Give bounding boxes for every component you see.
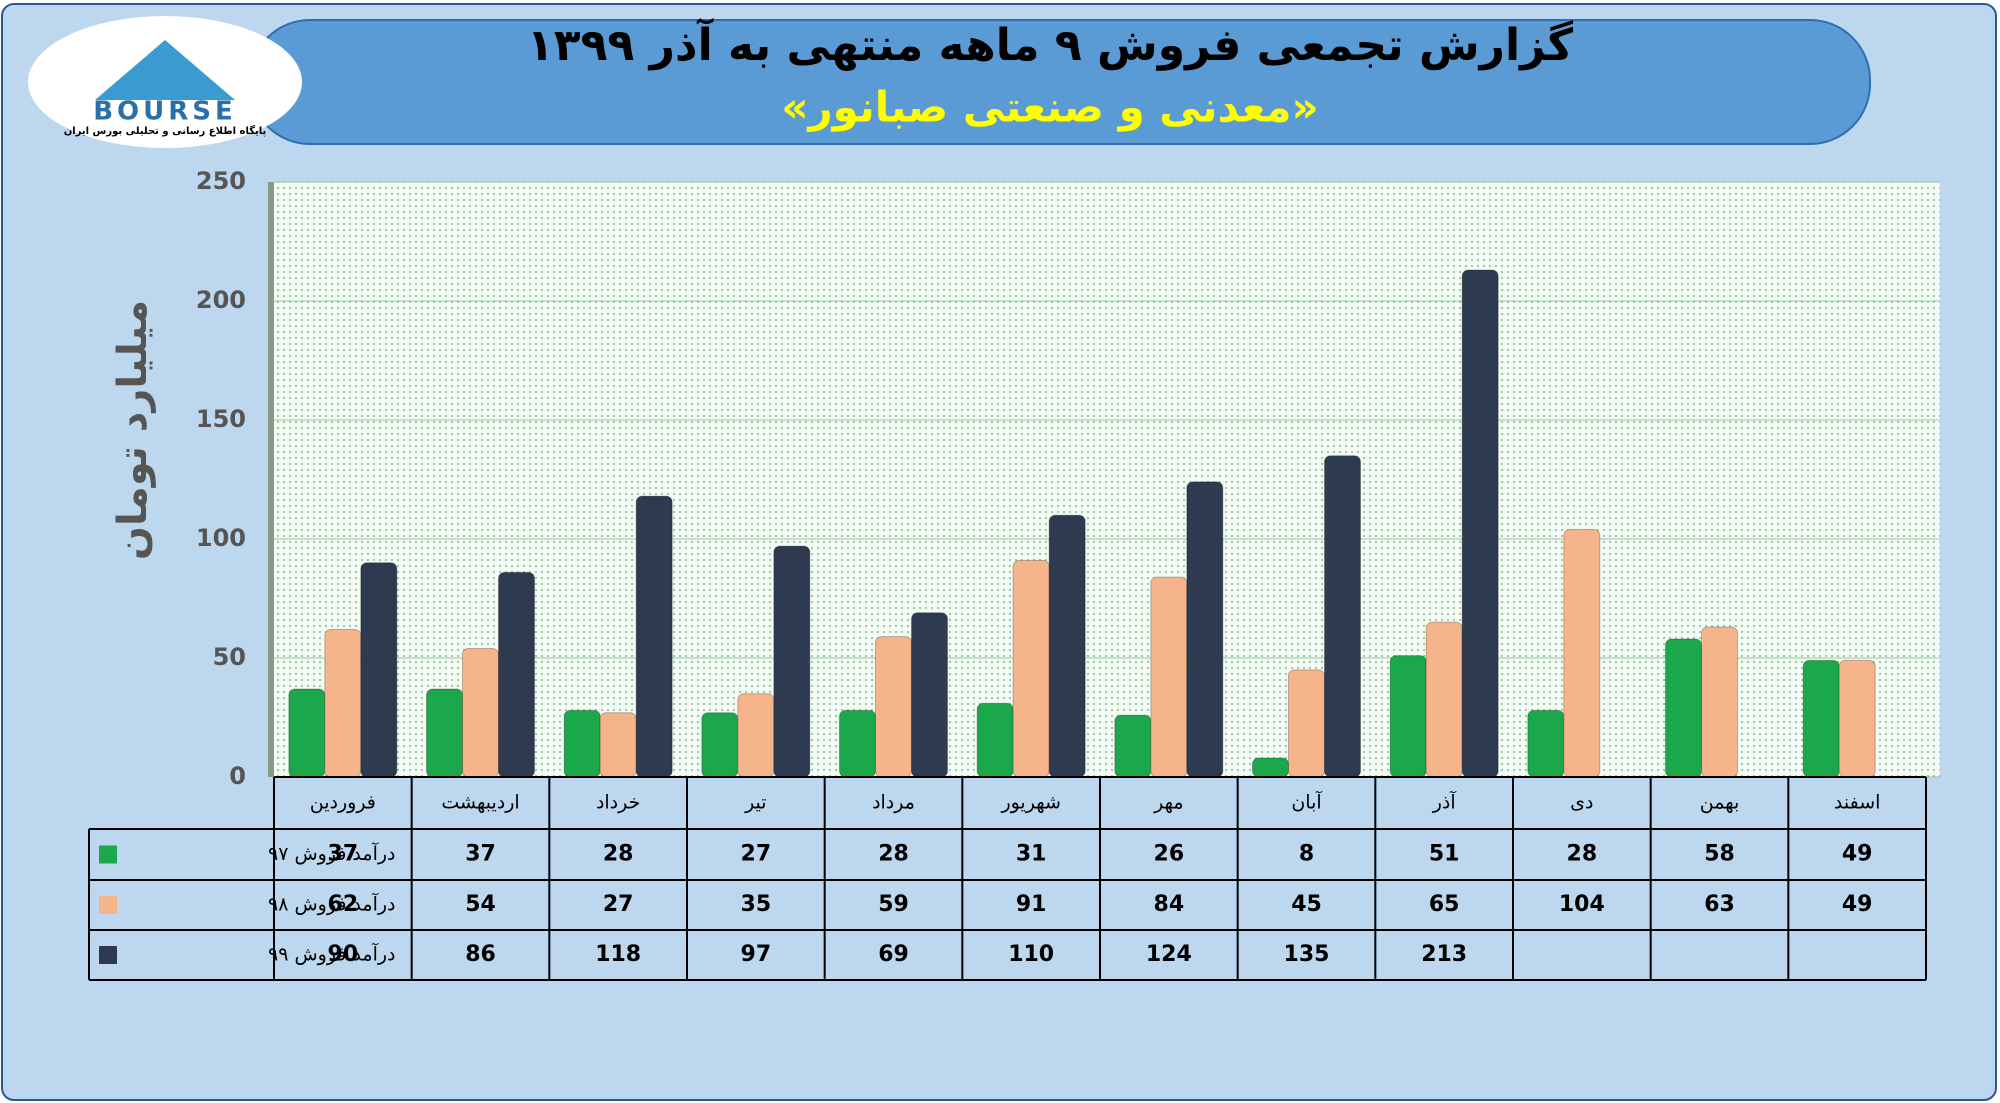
x-tick-label: بهمن xyxy=(1700,792,1740,814)
bar xyxy=(773,545,811,778)
bar xyxy=(1665,638,1702,778)
legend-label: درآمد فروش ۹۹ xyxy=(268,942,396,966)
x-tick-label: دی xyxy=(1570,792,1593,814)
legend-swatch xyxy=(99,946,117,964)
table-cell: 35 xyxy=(741,892,772,917)
bar xyxy=(360,562,398,778)
bar xyxy=(563,709,601,778)
bar xyxy=(1186,481,1224,778)
bar xyxy=(635,495,673,778)
bar xyxy=(1461,269,1499,778)
bar xyxy=(1838,659,1876,778)
bar xyxy=(498,571,535,778)
table-cell: 31 xyxy=(1016,842,1047,867)
x-tick-label: تیر xyxy=(744,792,767,814)
bar xyxy=(288,688,326,778)
bar xyxy=(1563,528,1601,778)
table-cell: 59 xyxy=(878,892,909,917)
table-cell: 58 xyxy=(1704,842,1735,867)
y-axis-label: میلیارد تومان xyxy=(110,300,156,560)
y-tick-label: 50 xyxy=(213,643,246,671)
table-cell: 69 xyxy=(878,942,909,967)
legend-swatch xyxy=(99,896,117,914)
bar xyxy=(1324,455,1361,778)
table-cell: 26 xyxy=(1154,842,1185,867)
bar xyxy=(701,712,739,778)
table-cell: 54 xyxy=(465,892,496,917)
x-tick-label: مهر xyxy=(1153,792,1183,814)
bar xyxy=(1114,714,1152,778)
table-cell: 63 xyxy=(1704,892,1735,917)
x-tick-label: اردیبهشت xyxy=(441,792,519,814)
y-tick-label: 0 xyxy=(229,762,246,790)
table-cell: 49 xyxy=(1842,842,1873,867)
bar xyxy=(1048,514,1086,778)
table-cell: 104 xyxy=(1559,892,1605,917)
table-cell: 28 xyxy=(878,842,909,867)
table-cell: 90 xyxy=(328,942,359,967)
y-tick-label: 100 xyxy=(196,524,246,552)
table-cell: 118 xyxy=(595,942,641,967)
x-tick-label: آذر xyxy=(1432,790,1457,814)
legend-label: درآمد فروش ۹۸ xyxy=(268,892,396,916)
bar xyxy=(737,693,775,778)
y-tick-label: 200 xyxy=(196,286,246,314)
x-tick-label: مرداد xyxy=(872,792,915,814)
table-cell: 62 xyxy=(328,892,359,917)
bar xyxy=(1012,559,1050,778)
y-axis-wall xyxy=(268,182,274,777)
table-cell: 97 xyxy=(741,942,772,967)
table-cell: 27 xyxy=(603,892,634,917)
table-cell: 27 xyxy=(741,842,772,867)
bar xyxy=(1425,621,1463,778)
legend-label: درآمد فروش ۹۷ xyxy=(268,841,396,865)
bar xyxy=(1389,655,1427,778)
x-tick-label: فروردین xyxy=(310,792,376,814)
x-tick-label: اسفند xyxy=(1834,792,1881,814)
table-cell: 91 xyxy=(1016,892,1047,917)
x-tick-label: شهریور xyxy=(1000,792,1060,814)
bar xyxy=(1802,659,1840,778)
y-tick-label: 150 xyxy=(196,405,246,433)
logo-text: BOURSE xyxy=(93,97,237,127)
bar xyxy=(1288,669,1325,778)
table-cell: 8 xyxy=(1299,842,1314,867)
plot-area xyxy=(274,182,1940,777)
y-tick-label: 250 xyxy=(196,167,246,195)
table-cell: 28 xyxy=(1567,842,1598,867)
chart-subtitle: «معدنی و صنعتی صبانور» xyxy=(781,83,1318,133)
bar xyxy=(976,702,1014,778)
table-cell: 49 xyxy=(1842,892,1873,917)
legend-swatch xyxy=(99,845,117,864)
x-tick-label: آبان xyxy=(1291,790,1322,814)
bar xyxy=(911,612,948,778)
table-cell: 51 xyxy=(1429,842,1460,867)
x-tick-label: خرداد xyxy=(596,792,640,814)
table-cell: 135 xyxy=(1284,942,1330,967)
logo-icon xyxy=(95,40,235,100)
table-cell: 110 xyxy=(1008,942,1054,967)
bar xyxy=(324,628,362,778)
table-cell: 37 xyxy=(328,842,359,867)
bar xyxy=(1150,576,1188,778)
table-cell: 213 xyxy=(1421,942,1467,967)
table-cell: 86 xyxy=(465,942,496,967)
bar xyxy=(1527,709,1565,778)
bar xyxy=(599,712,637,778)
bar xyxy=(1701,626,1738,778)
bar xyxy=(426,688,463,778)
table-cell: 65 xyxy=(1429,892,1460,917)
bar xyxy=(839,709,876,778)
chart-title: گزارش تجمعی فروش ۹ ماهه منتهی به آذر ۱۳۹… xyxy=(527,17,1574,71)
table-cell: 37 xyxy=(465,842,496,867)
table-cell: 45 xyxy=(1291,892,1322,917)
table-cell: 28 xyxy=(603,842,634,867)
logo-caption: پایگاه اطلاع رسانی و تحلیلی بورس ایران xyxy=(64,124,267,137)
bar xyxy=(1252,757,1289,778)
bar xyxy=(462,647,499,778)
table-cell: 124 xyxy=(1146,942,1192,967)
table-cell: 84 xyxy=(1154,892,1185,917)
bar xyxy=(875,636,912,778)
